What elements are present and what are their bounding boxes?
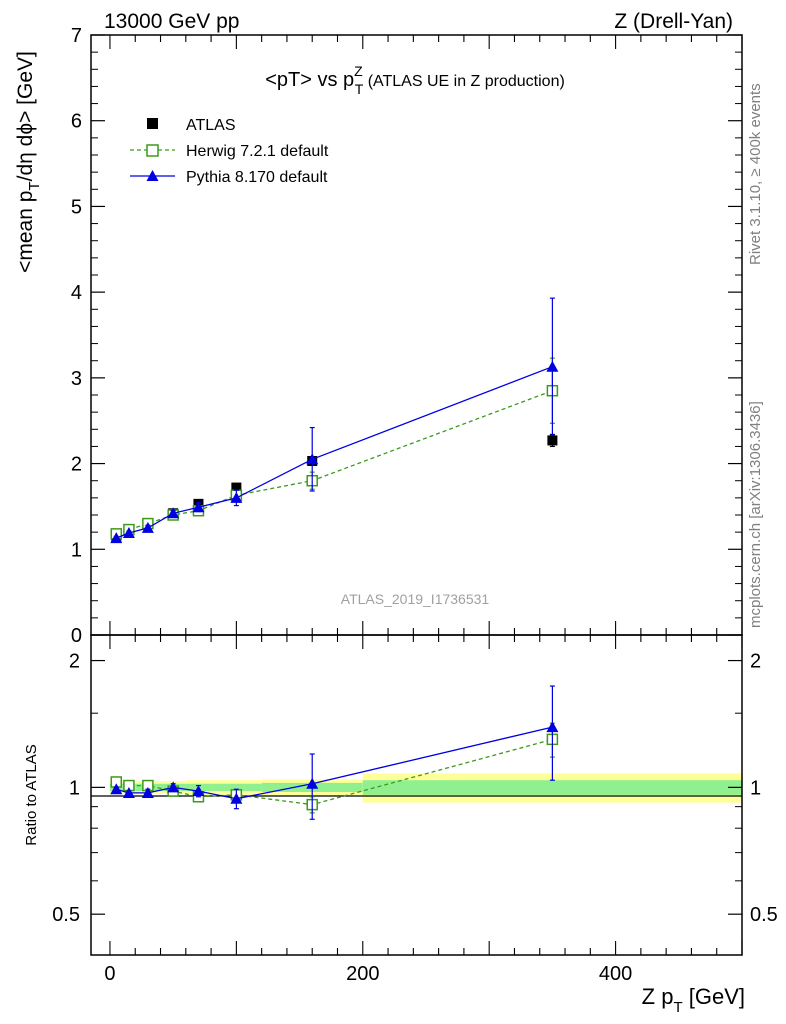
legend-label-herwig: Herwig 7.2.1 default	[186, 143, 329, 160]
ratio-ytick-label-right: 2	[750, 651, 761, 673]
main-point-pythia	[546, 360, 559, 372]
legend-marker-atlas	[147, 118, 158, 129]
main-ytick-label: 0	[71, 625, 82, 647]
ratio-xlabel-suffix: [GeV]	[683, 984, 745, 1009]
ratio-xtick-label: 200	[346, 963, 379, 985]
ratio-frame	[90, 634, 743, 956]
ratio-ytick-label-right: 0.5	[750, 904, 778, 926]
main-ylabel: <mean pT/dη dϕ> [GeV]	[14, 51, 43, 273]
header-energy-label: 13000 GeV pp	[104, 10, 239, 33]
ratio-xtick-label: 400	[599, 963, 632, 985]
ratio-ytick-label-left: 0.5	[52, 904, 80, 926]
main-ytick-label: 3	[71, 368, 82, 390]
main-ylabel-suffix: /dη dϕ> [GeV]	[14, 51, 37, 181]
ratio-xlabel-sub: T	[673, 999, 682, 1016]
header-process-label: Z (Drell-Yan)	[614, 10, 733, 33]
main-point-pythia	[110, 532, 123, 544]
main-ylabel-prefix: <mean p	[14, 191, 37, 273]
main-title-prefix: <pT> vs p	[265, 69, 354, 91]
ratio-ylabel: Ratio to ATLAS	[23, 744, 40, 845]
legend-marker-herwig	[146, 144, 159, 157]
main-watermark: ATLAS_2019_I1736531	[341, 591, 490, 607]
legend: ATLAS Herwig 7.2.1 default Pythia 8.170 …	[130, 117, 329, 186]
legend-label-atlas: ATLAS	[186, 117, 236, 134]
main-title-sub: T	[355, 81, 364, 97]
main-ytick-label: 6	[71, 111, 82, 133]
main-point-atlas	[231, 482, 242, 493]
main-ytick-label: 5	[71, 196, 82, 218]
ratio-point-pythia	[306, 777, 319, 789]
legend-item-herwig: Herwig 7.2.1 default	[130, 143, 329, 160]
main-point-pythia	[122, 527, 135, 538]
main-line-herwig	[116, 390, 553, 535]
ratio-point-pythia	[546, 721, 559, 733]
legend-label-pythia: Pythia 8.170 default	[186, 169, 328, 186]
ratio-xtick-label: 0	[104, 963, 115, 985]
main-line-pythia	[116, 366, 553, 539]
main-ylabel-sub: T	[26, 181, 43, 190]
ratio-point-pythia	[110, 783, 123, 795]
ratio-point-pythia	[192, 785, 205, 797]
main-title-sup: Z	[354, 63, 363, 79]
ratio-point-pythia	[141, 786, 154, 798]
ratio-panel: 0.5 0.5 1 1 2 2 0 200 400 Ratio to ATLAS Z pT […	[23, 634, 778, 1016]
ratio-band-inner	[211, 783, 262, 792]
ratio-ytick-label-left: 1	[69, 777, 80, 799]
ratio-xlabel-prefix: Z p	[642, 984, 674, 1009]
main-point-pythia	[306, 453, 319, 465]
main-ytick-label: 2	[71, 454, 82, 476]
main-title-suffix: (ATLAS UE in Z production)	[363, 73, 565, 90]
ratio-ytick-label-left: 2	[69, 651, 80, 673]
main-point-pythia	[141, 521, 154, 533]
rivet-version-label: Rivet 3.1.10, ≥ 400k events	[747, 83, 764, 265]
ratio-point-pythia	[167, 781, 180, 793]
ratio-band-inner	[362, 780, 742, 795]
main-ytick-label: 1	[71, 539, 82, 561]
main-point-atlas	[547, 435, 558, 446]
ratio-point-pythia	[230, 792, 243, 804]
ratio-ytick-label-right: 1	[750, 777, 761, 799]
legend-marker-pythia	[146, 170, 159, 181]
legend-item-pythia: Pythia 8.170 default	[130, 169, 328, 186]
main-ytick-label: 4	[71, 282, 82, 304]
main-ytick-label: 7	[71, 25, 82, 47]
legend-item-atlas: ATLAS	[147, 117, 236, 134]
ratio-xlabel: Z pT [GeV]	[642, 984, 745, 1016]
main-point-pythia	[167, 507, 180, 519]
main-point-pythia	[192, 501, 205, 513]
main-point-pythia	[230, 491, 243, 503]
main-title: <pT> vs pZ T (ATLAS UE in Z production)	[265, 63, 565, 97]
mcplots-source-label: mcplots.cern.ch [arXiv:1306.3436]	[747, 401, 764, 628]
ratio-point-pythia	[122, 786, 135, 798]
